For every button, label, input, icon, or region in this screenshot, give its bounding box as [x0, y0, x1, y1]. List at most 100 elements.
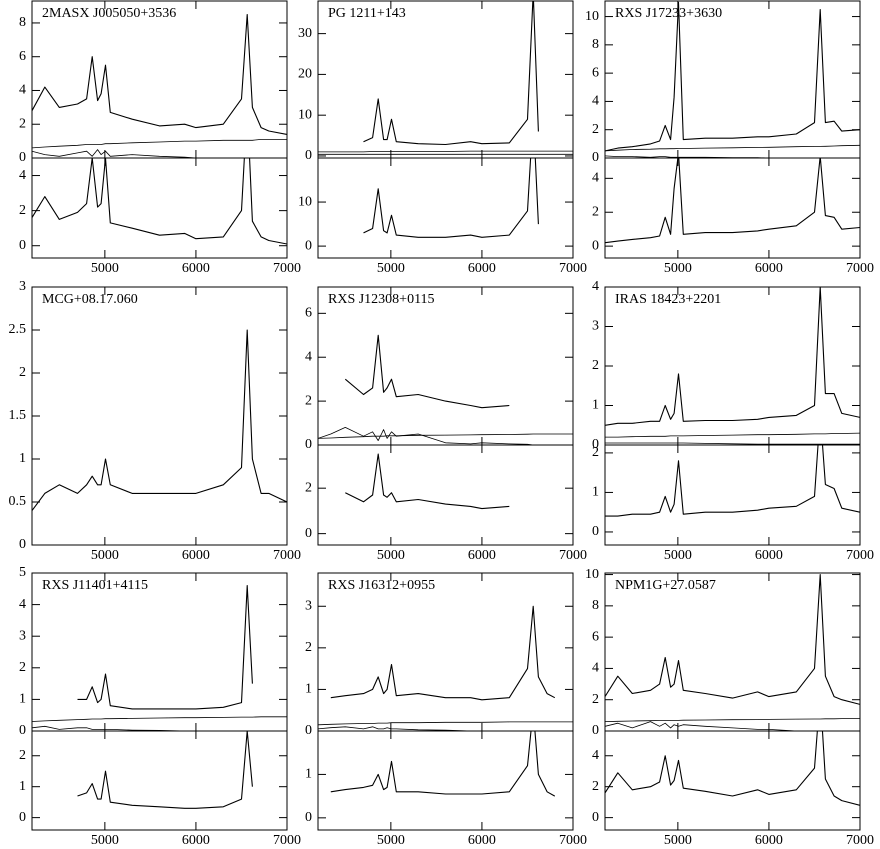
y-tick-label: 2: [19, 365, 26, 380]
panel: [330, 731, 556, 797]
spectrum-line: [605, 432, 860, 438]
y-tick-label: 1: [305, 682, 312, 697]
panel-frame: [317, 286, 574, 446]
panel-title: RXS J16312+0955: [328, 578, 435, 593]
y-tick-label: 2: [305, 640, 312, 655]
y-tick-label: 6: [305, 306, 312, 321]
panel-frame: [31, 0, 288, 159]
panel-frame: [317, 444, 574, 546]
y-tick-label: 4: [592, 94, 599, 109]
panel: [32, 585, 287, 731]
y-tick-label: 0: [592, 723, 599, 738]
y-tick-label: 3: [19, 628, 26, 643]
y-tick-label: 2: [592, 779, 599, 794]
spectrum-line: [32, 716, 287, 722]
y-tick-label: 10: [585, 9, 599, 24]
y-tick-label: 2: [305, 393, 312, 408]
panel: [363, 158, 539, 238]
y-tick-label: 0: [305, 238, 312, 253]
y-tick-label: 1: [305, 767, 312, 782]
y-tick-label: 2: [19, 660, 26, 675]
x-tick-label: 6000: [468, 833, 496, 848]
panel-frame: [317, 572, 574, 732]
x-tick-label: 6000: [755, 261, 783, 276]
x-tick-label: 6000: [182, 548, 210, 563]
y-tick-label: 6: [592, 629, 599, 644]
y-tick-label: 4: [592, 748, 599, 763]
panel: [77, 731, 253, 809]
x-tick-label: 6000: [755, 833, 783, 848]
panel: [318, 334, 573, 445]
y-tick-label: 4: [592, 171, 599, 186]
x-tick-label: 6000: [182, 261, 210, 276]
spectrum-line: [363, 158, 539, 238]
spectrum-line: [318, 150, 573, 153]
spectrum-line: [345, 453, 510, 510]
spectrum-line: [32, 329, 287, 511]
spectrum-line: [605, 1, 860, 152]
y-tick-label: 8: [592, 598, 599, 613]
y-tick-label: 2: [592, 692, 599, 707]
panel-frame: [31, 572, 288, 732]
x-tick-label: 7000: [846, 833, 874, 848]
y-tick-label: 8: [592, 37, 599, 52]
y-tick-label: 4: [19, 597, 26, 612]
y-tick-label: 2.5: [9, 322, 27, 337]
y-tick-label: 8: [19, 15, 26, 30]
y-tick-label: 3: [305, 598, 312, 613]
y-tick-label: 0: [305, 437, 312, 452]
y-tick-label: 2: [592, 122, 599, 137]
panel: [605, 574, 860, 731]
y-tick-label: 1: [19, 451, 26, 466]
spectrum-line: [605, 287, 860, 426]
panel: [605, 287, 860, 445]
x-tick-label: 5000: [664, 548, 692, 563]
panel-title: PG 1211+143: [328, 6, 406, 21]
y-tick-label: 0: [19, 537, 26, 552]
x-tick-label: 6000: [468, 548, 496, 563]
spectrum-line: [32, 139, 287, 149]
panel-title: NPM1G+27.0587: [615, 578, 716, 593]
x-tick-label: 7000: [273, 833, 301, 848]
panel: [32, 158, 287, 245]
x-tick-label: 5000: [664, 833, 692, 848]
y-tick-label: 0: [592, 437, 599, 452]
spectrum-line: [32, 149, 287, 158]
y-tick-label: 2: [19, 116, 26, 131]
spectrum-line: [330, 731, 556, 797]
y-tick-label: 1.5: [9, 408, 27, 423]
panel-frame: [317, 157, 574, 259]
y-tick-label: 2: [305, 480, 312, 495]
y-tick-label: 0: [592, 810, 599, 825]
spectrum-line: [605, 445, 860, 517]
spectrum-line: [605, 731, 860, 806]
y-tick-label: 10: [585, 567, 599, 582]
panel-title: RXS J11401+4115: [42, 578, 148, 593]
y-tick-label: 5: [19, 565, 26, 580]
spectrum-line: [77, 585, 253, 710]
spectrum-line: [318, 726, 573, 731]
y-tick-label: 0: [305, 810, 312, 825]
spectrum-line: [32, 13, 287, 135]
y-tick-label: 0: [19, 238, 26, 253]
x-tick-label: 5000: [91, 261, 119, 276]
x-tick-label: 6000: [755, 548, 783, 563]
spectrum-line: [605, 721, 860, 731]
x-tick-label: 7000: [273, 261, 301, 276]
y-tick-label: 0: [305, 148, 312, 163]
y-tick-label: 2: [592, 358, 599, 373]
y-tick-label: 4: [19, 83, 26, 98]
y-tick-label: 10: [298, 194, 312, 209]
panel-title: 2MASX J005050+3536: [42, 6, 176, 21]
panel-title: RXS J12308+0115: [328, 292, 435, 307]
y-tick-label: 2: [19, 748, 26, 763]
spectrum-line: [330, 605, 556, 701]
y-tick-label: 0: [19, 723, 26, 738]
spectrum-line: [318, 433, 573, 439]
panel-frame: [31, 286, 288, 546]
panel-frame: [604, 444, 861, 546]
x-tick-label: 6000: [468, 261, 496, 276]
x-tick-label: 7000: [273, 548, 301, 563]
